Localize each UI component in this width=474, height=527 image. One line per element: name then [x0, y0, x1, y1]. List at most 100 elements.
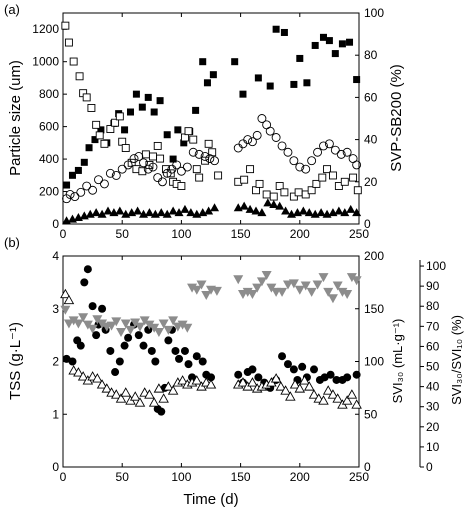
point-filled-triangle: [91, 208, 101, 217]
point-filled-circle: [92, 331, 101, 340]
point-open-square: [340, 177, 349, 186]
panel-a-y-label: Particle size (um): [7, 60, 24, 176]
point-filled-circle: [298, 362, 307, 371]
point-open-circle: [324, 139, 334, 149]
point-filled-square: [353, 76, 361, 84]
point-open-circle: [200, 152, 210, 161]
point-open-triangle: [60, 288, 71, 299]
point-inverted-triangle: [346, 273, 357, 283]
point-open-square: [246, 165, 255, 174]
point-filled-triangle: [180, 204, 190, 213]
panel-label-b: (b): [4, 235, 20, 250]
point-inverted-triangle: [256, 277, 267, 287]
panel-a-x-ticks: 0 50 100 150 200 250: [60, 13, 369, 241]
point-filled-square: [325, 37, 333, 45]
point-filled-circle: [248, 365, 257, 374]
point-inverted-triangle: [63, 319, 74, 329]
point-filled-triangle: [346, 204, 356, 213]
point-filled-square: [80, 158, 88, 166]
point-filled-circle: [310, 365, 319, 374]
point-open-triangle: [299, 375, 310, 385]
panel-a-frame: [62, 12, 360, 225]
point-open-square: [153, 141, 162, 150]
point-inverted-triangle: [60, 305, 71, 315]
point-inverted-triangle: [68, 316, 79, 326]
point-filled-triangle: [281, 206, 291, 215]
point-filled-square: [346, 38, 354, 46]
x-tick-label: 50: [116, 227, 130, 241]
point-inverted-triangle: [312, 280, 323, 290]
point-inverted-triangle: [318, 273, 329, 283]
point-open-triangle: [134, 397, 146, 407]
point-filled-triangle: [133, 206, 143, 215]
point-inverted-triangle: [73, 319, 84, 329]
point-filled-square: [290, 80, 298, 88]
y-tick-label: 3: [52, 302, 59, 316]
point-inverted-triangle: [168, 316, 179, 326]
point-open-square: [275, 182, 284, 190]
point-filled-triangle: [156, 208, 166, 217]
point-open-circle: [243, 135, 253, 145]
point-open-square: [69, 57, 78, 66]
y3-tick-label: 100: [426, 259, 446, 273]
point-open-circle: [194, 149, 204, 159]
point-open-square: [204, 139, 213, 148]
y3-tick-label: 90: [426, 279, 440, 293]
point-inverted-triangle: [327, 294, 338, 304]
panel-b-x-label: Time (d): [183, 491, 238, 508]
point-inverted-triangle: [201, 291, 212, 301]
point-filled-circle: [98, 304, 107, 313]
point-open-triangle: [341, 395, 353, 405]
point-filled-triangle: [174, 208, 184, 217]
point-filled-circle: [278, 352, 287, 361]
point-inverted-triangle: [158, 319, 169, 329]
point-filled-triangle: [115, 206, 125, 215]
point-filled-triangle: [275, 201, 285, 210]
point-open-triangle: [101, 383, 113, 393]
point-filled-triangle: [245, 204, 255, 213]
panel-a-y-ticks: 0 200 400 600 800 1000 1200: [32, 22, 67, 231]
point-filled-circle: [343, 373, 352, 382]
point-open-circle: [283, 147, 293, 157]
point-inverted-triangle: [342, 289, 353, 299]
point-open-triangle: [73, 367, 84, 377]
point-filled-circle: [171, 346, 180, 355]
point-filled-triangle: [97, 209, 107, 218]
point-filled-square: [132, 90, 140, 98]
panel-b-y3-axis: 0 10 20 30 40 50 60 70 80 90 100: [419, 259, 446, 474]
point-open-square: [100, 139, 109, 148]
y3-tick-label: 20: [426, 420, 440, 434]
point-filled-triangle: [204, 206, 214, 215]
point-filled-circle: [88, 302, 97, 311]
point-filled-circle: [106, 346, 115, 355]
y2-tick-label: 150: [364, 302, 384, 316]
point-open-circle: [205, 154, 215, 164]
y-tick-label: 800: [39, 87, 59, 101]
point-inverted-triangle: [191, 285, 202, 295]
x-tick-label: 250: [349, 227, 369, 241]
point-open-circle: [148, 162, 158, 172]
point-filled-square: [174, 126, 182, 134]
point-open-circle: [94, 175, 103, 185]
point-open-circle: [252, 130, 262, 140]
point-open-circle: [238, 139, 248, 149]
point-open-square: [149, 152, 157, 161]
point-open-square: [95, 131, 104, 140]
point-open-circle: [153, 173, 163, 183]
point-filled-triangle: [168, 206, 178, 215]
point-filled-square: [239, 90, 247, 98]
y3-tick-label: 50: [426, 360, 440, 374]
point-inverted-triangle: [247, 289, 258, 299]
point-open-circle: [313, 147, 323, 157]
point-open-triangle: [346, 389, 358, 399]
point-open-square: [334, 182, 343, 190]
point-filled-triangle: [103, 206, 113, 215]
y-tick-label: 0: [52, 460, 59, 474]
point-open-square: [64, 38, 73, 47]
point-filled-triangle: [263, 198, 273, 207]
point-open-triangle: [111, 389, 122, 399]
y3-tick-label: 40: [426, 380, 440, 394]
point-open-circle: [210, 156, 220, 166]
panel-b-marks: [60, 265, 362, 416]
